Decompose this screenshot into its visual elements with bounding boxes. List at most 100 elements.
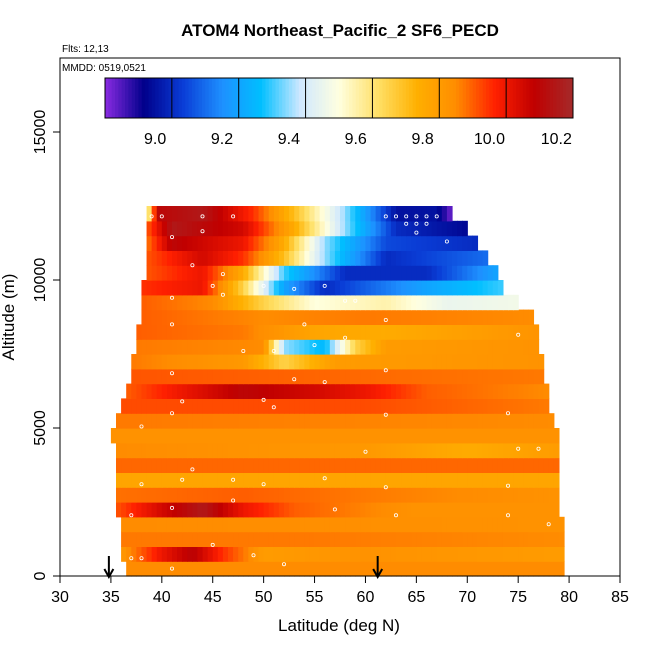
heatmap-cell [441,516,448,533]
heatmap-cell [497,383,504,399]
heatmap-cell [273,502,280,518]
heatmap-cell [518,531,524,547]
heatmap-cell [177,413,183,429]
heatmap-cell [273,339,280,355]
heatmap-cell [334,324,341,340]
colorbar-segment [288,78,293,118]
colorbar-tick-label: 9.4 [278,131,300,148]
heatmap-cell [263,324,270,340]
heatmap-cell [192,339,199,355]
heatmap-cell [121,472,127,488]
sample-point [169,371,174,376]
heatmap-cell [406,309,412,325]
heatmap-cell [299,398,305,414]
heatmap-cell [497,472,504,488]
heatmap-cell [131,516,137,533]
heatmap-cell [172,413,178,429]
heatmap-cell [304,250,311,266]
heatmap-cell [258,309,265,325]
colorbar-segment [349,78,353,118]
heatmap-cell [324,457,331,473]
heatmap-cell [360,546,367,562]
heatmap-cell [172,280,178,296]
heatmap-cell [187,220,193,237]
heatmap-cell [177,235,183,251]
heatmap-cell [146,368,153,385]
heatmap-cell [151,516,158,533]
heatmap-cell [299,309,305,325]
colorbar-segment [556,78,561,118]
heatmap-cell [324,294,331,311]
heatmap-cell [411,354,417,370]
heatmap-cell [182,531,188,547]
heatmap-cell [136,324,143,340]
heatmap-cell [304,235,311,251]
heatmap-cell [401,531,407,547]
heatmap-cell [294,294,300,311]
colorbar-segment [552,78,557,118]
heatmap-cell [385,516,392,533]
heatmap-cell [411,383,417,399]
heatmap-cell [126,546,132,562]
heatmap-cell [518,368,524,385]
heatmap-cell [390,546,397,562]
heatmap-cell [212,457,219,473]
heatmap-cell [166,354,173,370]
heatmap-cell [411,561,417,577]
heatmap-cell [426,472,433,488]
heatmap-cell [406,561,412,577]
x-tick-label: 70 [458,589,476,606]
colorbar-tick-labels: 9.0 9.2 9.4 9.6 9.8 10.0 10.2 [144,131,572,148]
heatmap-cell [360,428,367,444]
heatmap-cell [314,428,321,444]
heatmap-cell [161,383,168,399]
heatmap-cell [207,354,214,370]
heatmap-cell [238,502,244,518]
heatmap-cell [513,324,519,340]
heatmap-cell [340,472,346,488]
heatmap-cell [263,413,270,429]
heatmap-cell [553,502,560,518]
heatmap-cell [121,428,127,444]
heatmap-cell [217,428,224,444]
heatmap-cell [248,206,255,222]
heatmap-cell [477,309,484,325]
heatmap-cell [523,413,529,429]
heatmap-cell [441,324,448,340]
heatmap-cell [329,354,336,370]
colorbar-segment [125,78,129,118]
heatmap-cell [380,546,387,562]
heatmap-cell [416,487,423,503]
heatmap-cell [355,309,361,325]
heatmap-cell [207,220,214,237]
heatmap-cell [141,368,148,385]
heatmap-cell [263,339,270,355]
heatmap-cell [278,280,285,296]
heatmap-cell [431,206,438,222]
heatmap-cell [202,561,209,577]
heatmap-cell [426,220,433,237]
sample-point [292,377,297,382]
heatmap-cell [345,280,351,296]
colorbar-segment [355,78,360,118]
sample-point [383,485,388,490]
heatmap-cell [263,354,270,370]
heatmap-cell [284,324,290,340]
heatmap-cell [462,220,468,237]
sample-point [302,322,307,327]
heatmap-cell [385,457,392,473]
heatmap-cell [161,339,168,355]
heatmap-cell [192,235,199,251]
heatmap-cell [340,442,346,459]
heatmap-cell [426,354,433,370]
heatmap-cell [360,531,367,547]
heatmap-cell [192,206,199,222]
heatmap-cell [126,516,132,533]
sample-point [383,412,388,417]
heatmap-cell [304,368,311,385]
heatmap-cell [436,428,443,444]
heatmap-cell [294,561,300,577]
heatmap-cell [324,354,331,370]
heatmap-cell [401,561,407,577]
heatmap-cell [273,398,280,414]
